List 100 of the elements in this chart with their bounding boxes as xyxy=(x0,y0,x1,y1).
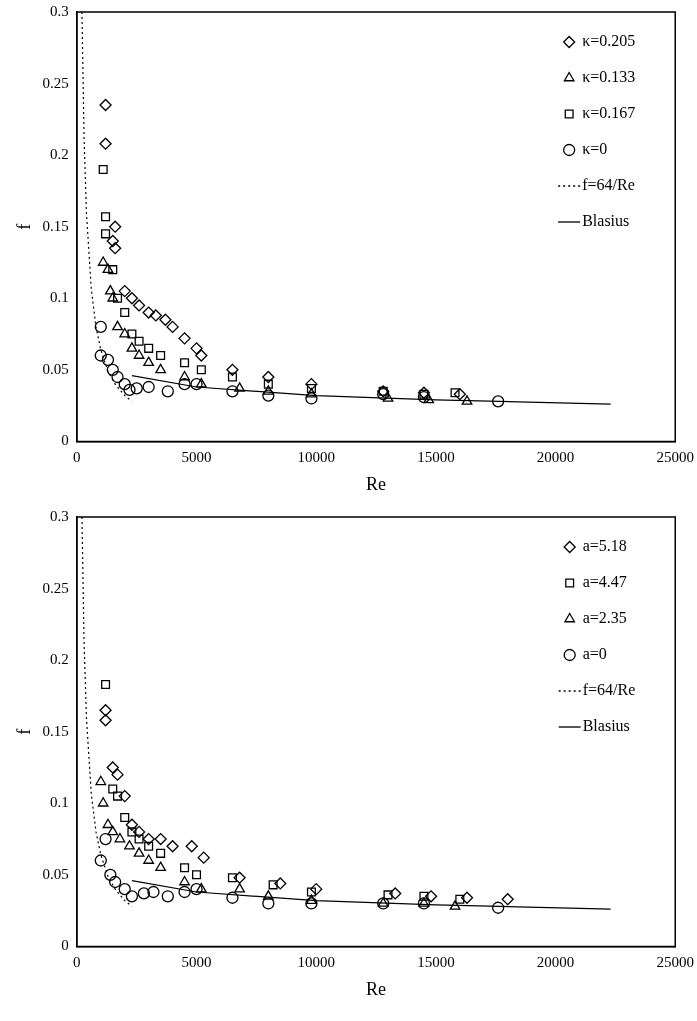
point xyxy=(143,356,155,367)
point xyxy=(112,320,123,331)
point xyxy=(306,894,317,904)
point xyxy=(134,336,144,346)
point xyxy=(123,383,136,397)
legend-label: κ=0.205 xyxy=(582,32,636,50)
point xyxy=(106,761,119,774)
point xyxy=(310,883,323,896)
point xyxy=(118,789,131,803)
point xyxy=(262,389,275,402)
point xyxy=(108,265,118,275)
point xyxy=(102,263,114,274)
point xyxy=(155,363,167,374)
point xyxy=(137,887,151,900)
point xyxy=(111,370,124,384)
point xyxy=(94,854,107,867)
point xyxy=(142,306,155,319)
y-tick-label: 0 xyxy=(61,432,69,449)
point xyxy=(233,871,246,884)
point xyxy=(419,891,429,901)
point xyxy=(107,292,119,302)
point xyxy=(455,894,465,904)
point xyxy=(195,883,207,893)
point xyxy=(154,832,167,846)
point xyxy=(190,342,203,355)
y-tick-label: 0.3 xyxy=(50,2,69,19)
point xyxy=(491,395,505,408)
point xyxy=(262,897,275,910)
point xyxy=(263,379,273,389)
point xyxy=(142,380,155,394)
point xyxy=(501,893,514,906)
point xyxy=(178,378,191,391)
point xyxy=(133,349,145,359)
point xyxy=(99,832,112,846)
point xyxy=(113,791,123,801)
point xyxy=(101,229,111,239)
point xyxy=(124,840,135,850)
point xyxy=(179,875,190,886)
point xyxy=(106,234,119,248)
point xyxy=(234,382,246,392)
y-tick-label: 0.05 xyxy=(42,865,69,882)
point xyxy=(197,851,210,864)
point xyxy=(106,363,119,376)
point xyxy=(196,365,206,375)
point xyxy=(161,385,174,398)
point xyxy=(226,891,239,904)
point xyxy=(97,256,109,266)
point xyxy=(118,378,131,391)
y-tick-label: 0.05 xyxy=(42,360,69,377)
point xyxy=(120,308,130,318)
y-tick-label: 0.2 xyxy=(50,651,69,668)
legend-label: κ=0 xyxy=(582,140,608,158)
point xyxy=(147,885,160,899)
point xyxy=(99,714,112,727)
x-tick-label: 5000 xyxy=(181,954,212,971)
point xyxy=(178,332,191,345)
y-tick-label: 0.1 xyxy=(50,794,69,811)
point xyxy=(305,392,318,405)
point xyxy=(132,299,146,312)
point xyxy=(180,358,190,368)
point xyxy=(99,98,112,112)
point xyxy=(417,390,431,404)
point xyxy=(449,900,461,910)
y-axis-title: f xyxy=(13,223,34,230)
point xyxy=(113,293,123,303)
point xyxy=(155,861,167,872)
point xyxy=(382,392,394,402)
point xyxy=(125,890,139,903)
point xyxy=(99,137,112,150)
point xyxy=(111,768,124,781)
point xyxy=(104,284,116,295)
point xyxy=(101,679,111,690)
point xyxy=(133,847,145,857)
y-tick-label: 0.3 xyxy=(50,507,69,524)
point xyxy=(94,320,107,334)
point xyxy=(98,164,108,174)
point xyxy=(134,834,144,844)
point xyxy=(274,877,287,890)
x-tick-label: 25000 xyxy=(656,449,694,466)
point xyxy=(125,292,139,305)
point xyxy=(450,388,460,398)
point xyxy=(195,378,207,388)
point xyxy=(305,897,318,910)
legend-label: κ=0.133 xyxy=(582,68,636,86)
point xyxy=(120,813,130,823)
point xyxy=(190,883,203,896)
point xyxy=(102,818,114,829)
point xyxy=(491,901,505,914)
point xyxy=(180,863,190,873)
point xyxy=(460,891,474,904)
x-tick-label: 10000 xyxy=(297,954,335,971)
legend-label: f=64/Re xyxy=(582,176,635,194)
x-axis-title: Re xyxy=(366,473,387,494)
point xyxy=(114,832,126,843)
point xyxy=(95,775,107,786)
y-tick-label: 0 xyxy=(61,937,69,954)
y-tick-label: 0.2 xyxy=(50,146,69,163)
point xyxy=(119,327,131,338)
point xyxy=(262,890,274,900)
point xyxy=(156,848,166,858)
